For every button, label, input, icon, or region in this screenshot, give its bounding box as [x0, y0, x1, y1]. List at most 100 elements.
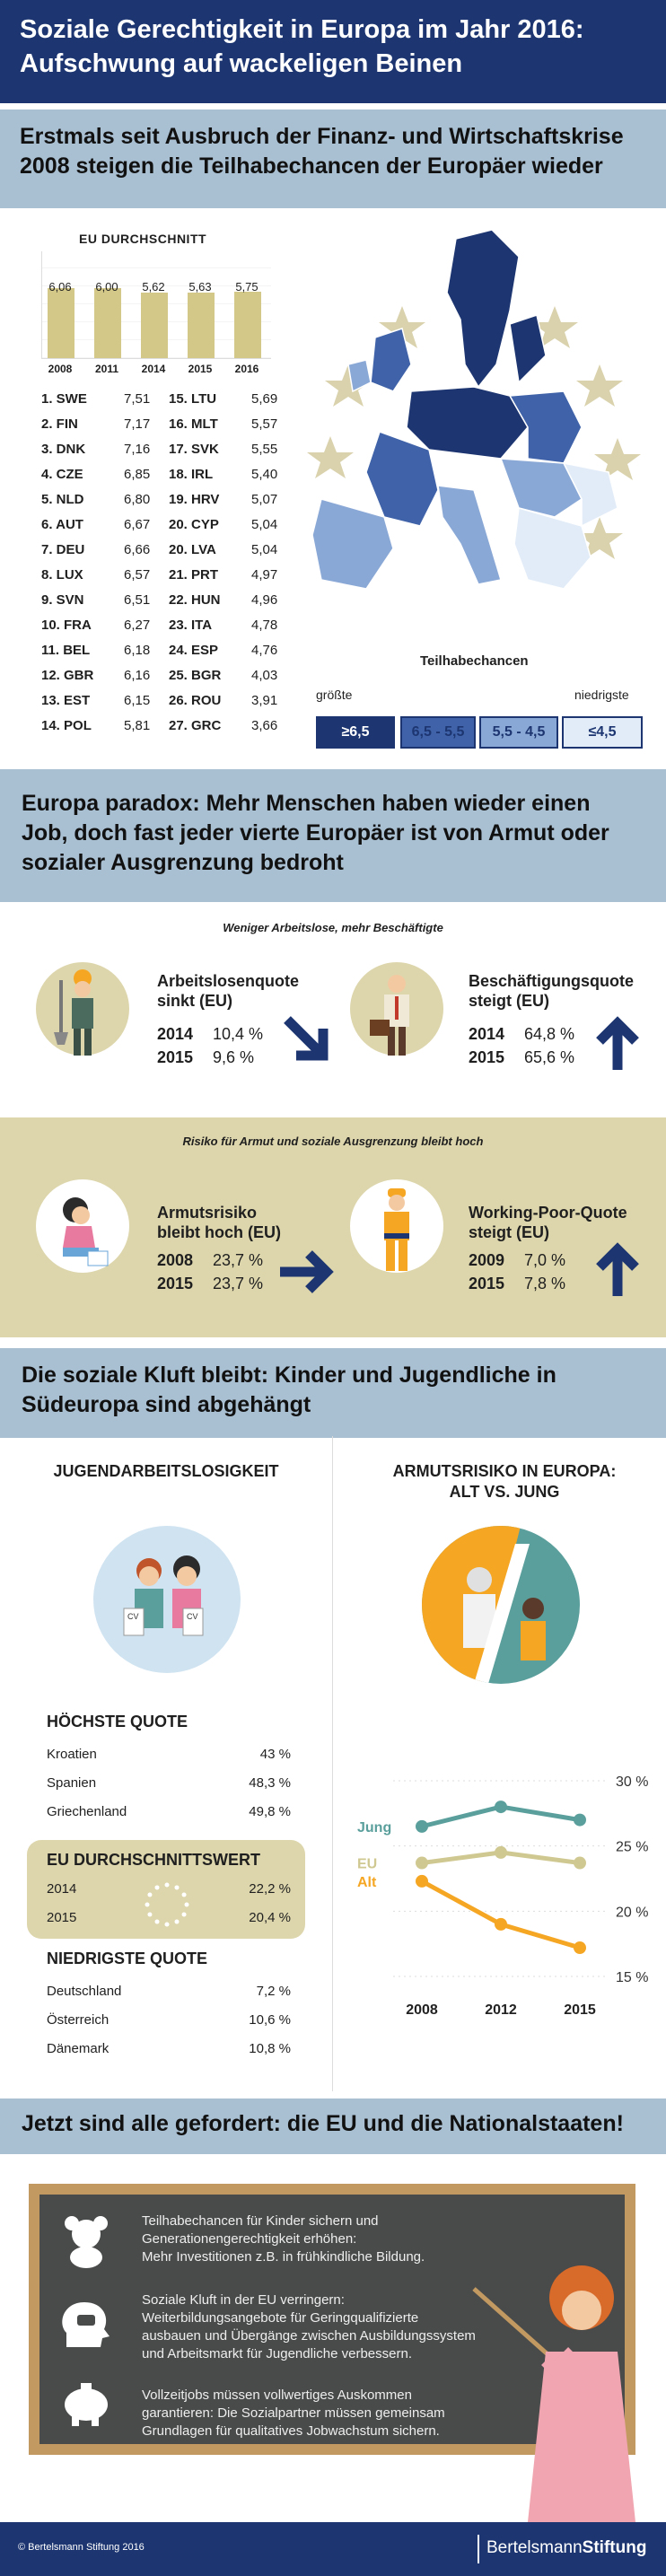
ranking-country: 7. DEU — [41, 542, 85, 557]
y-tick-label: 15 % — [616, 1970, 648, 1985]
rate-row: 2015 20,4 % — [47, 1910, 291, 1925]
poverty-value: 23,7 % — [213, 1275, 264, 1292]
map-scandinavia — [446, 230, 520, 389]
ranking-row: 2. FIN 7,17 — [41, 416, 167, 432]
rate-row: Kroatien 43 % — [47, 1747, 291, 1762]
ranking-country: 18. IRL — [169, 467, 214, 482]
eu-average-bar-value: 5,62 — [142, 280, 165, 294]
ranking-value: 6,51 — [124, 592, 151, 608]
businessman-circle — [350, 962, 443, 1056]
ranking-row: 14. POL 5,81 — [41, 718, 167, 733]
ranking-country: 15. LTU — [169, 391, 217, 407]
rate-value: 20,4 % — [249, 1910, 291, 1925]
footer: © Bertelsmann Stiftung 2016 BertelsmannS… — [0, 2522, 666, 2576]
employment-title-line-1: Beschäftigungsquote — [469, 972, 635, 990]
unemployment-title: Arbeitslosenquote sinkt (EU) — [157, 971, 299, 1011]
job-seekers-icon: CV CV — [123, 1555, 204, 1636]
section1-header: Erstmals seit Ausbruch der Finanz- und W… — [0, 110, 666, 208]
poverty-year: 2015 — [157, 1275, 194, 1292]
ranking-country: 23. ITA — [169, 618, 213, 633]
ranking-value: 5,55 — [251, 442, 278, 457]
section2-header: Europa paradox: Mehr Menschen haben wied… — [0, 769, 666, 902]
eu-average-value-title: EU DURCHSCHNITTSWERT — [47, 1851, 260, 1869]
arrow-up-icon — [596, 1242, 639, 1296]
eu-average-bar-year: 2014 — [141, 363, 166, 375]
ranking-row: 8. LUX 6,57 — [41, 567, 167, 583]
ranking-row: 3. DNK 7,16 — [41, 442, 167, 457]
poverty-row-2015: 2015 23,7 % — [157, 1275, 263, 1293]
ranking-row: 7. DEU 6,66 — [41, 542, 167, 557]
series-label: Jung — [357, 1820, 391, 1836]
ranking-row: 19. HRV 5,07 — [169, 492, 294, 507]
ranking-row: 10. FRA 6,27 — [41, 618, 167, 633]
old-young-circle — [422, 1526, 580, 1684]
ranking-value: 4,76 — [251, 643, 278, 658]
poverty-risk-title: Armutsrisiko bleibt hoch (EU) — [157, 1203, 281, 1242]
ranking-value: 6,27 — [124, 618, 151, 633]
eu-average-bar — [234, 292, 261, 358]
ranking-row: 5. NLD 6,80 — [41, 492, 167, 507]
legend-box: 5,5 - 4,5 — [479, 716, 558, 749]
series-point — [574, 1813, 586, 1827]
ranking-country: 25. BGR — [169, 668, 222, 683]
subheading-poverty: Risiko für Armut und soziale Ausgrenzung… — [182, 1135, 484, 1148]
x-tick-label: 2012 — [485, 2002, 517, 2018]
poverty-title-line-2: bleibt hoch (EU) — [157, 1223, 281, 1241]
employment-title-line-2: steigt (EU) — [469, 992, 549, 1010]
rate-value: 10,8 % — [249, 2041, 291, 2056]
section2-line-3: sozialer Ausgrenzung bedroht — [22, 850, 344, 875]
map-romania — [562, 461, 618, 528]
ranking-row: 17. SVK 5,55 — [169, 442, 294, 457]
youth-circle: CV CV — [93, 1526, 241, 1673]
ranking-value: 7,16 — [124, 442, 151, 457]
rate-row: 2014 22,2 % — [47, 1881, 291, 1897]
unemployment-row-2015: 2015 9,6 % — [157, 1048, 254, 1067]
ranking-country: 12. GBR — [41, 668, 94, 683]
piggy-bank-icon — [65, 2383, 108, 2426]
ranking-value: 7,17 — [124, 416, 151, 432]
map-balkans-greece — [513, 507, 592, 590]
measure-text-3: Vollzeitjobs müssen vollwertiges Auskomm… — [142, 2387, 564, 2440]
poverty-old-young-title: ARMUTSRISIKO IN EUROPA: ALT VS. JUNG — [352, 1461, 657, 1503]
measure-2-line-1: Soziale Kluft in der EU verringern: — [142, 2292, 345, 2308]
measure-1-line-3: Mehr Investitionen z.B. in frühkindliche… — [142, 2249, 425, 2265]
rate-country: Spanien — [47, 1775, 97, 1791]
logo-text-b: Stiftung — [582, 2538, 647, 2557]
ranking-country: 2. FIN — [41, 416, 78, 432]
star-dot — [181, 1912, 187, 1917]
chalkboard-frame: Teilhabechancen für Kinder sichern und G… — [29, 2184, 635, 2455]
section2-line-2: Job, doch fast jeder vierte Europäer ist… — [22, 820, 609, 846]
ranking-country: 22. HUN — [169, 592, 221, 608]
star-dot — [147, 1892, 153, 1897]
eu-average-bar — [94, 288, 121, 358]
unemployment-title-line-2: sinkt (EU) — [157, 992, 233, 1010]
measure-2-line-2: Weiterbildungsangebote für Geringqualifi… — [142, 2310, 419, 2326]
ranking-value: 7,51 — [124, 391, 151, 407]
legend-label-lowest: niedrigste — [574, 688, 629, 702]
ranking-value: 5,04 — [251, 542, 278, 557]
worker-poor-circle — [350, 1179, 443, 1273]
section2-line-1: Europa paradox: Mehr Menschen haben wied… — [22, 791, 591, 816]
series-label: Alt — [357, 1875, 377, 1890]
series-line-alt — [420, 1879, 581, 1950]
ranking-country: 14. POL — [41, 718, 92, 733]
ranking-country: 24. ESP — [169, 643, 219, 658]
legend-box: ≥6,5 — [316, 716, 395, 749]
eu-average-bar-value: 6,00 — [95, 280, 118, 294]
arrow-right-icon — [280, 1250, 334, 1293]
working-poor-row-2009: 2009 7,0 % — [469, 1251, 565, 1270]
employment-title: Beschäftigungsquote steigt (EU) — [469, 971, 634, 1011]
rate-country: Griechenland — [47, 1804, 127, 1819]
ranking-value: 6,16 — [124, 668, 151, 683]
ranking-value: 4,03 — [251, 668, 278, 683]
logo-divider — [478, 2535, 479, 2563]
arrow-down-icon — [284, 1016, 329, 1061]
star-dot — [147, 1912, 153, 1917]
eu-average-bar-year: 2008 — [48, 363, 73, 375]
ranking-row: 15. LTU 5,69 — [169, 391, 294, 407]
title-line-2: Aufschwung auf wackeligen Beinen — [20, 49, 463, 78]
unemployment-title-line-1: Arbeitslosenquote — [157, 972, 300, 990]
copyright: © Bertelsmann Stiftung 2016 — [18, 2542, 145, 2553]
logo-text-a: Bertelsmann — [486, 2538, 583, 2557]
